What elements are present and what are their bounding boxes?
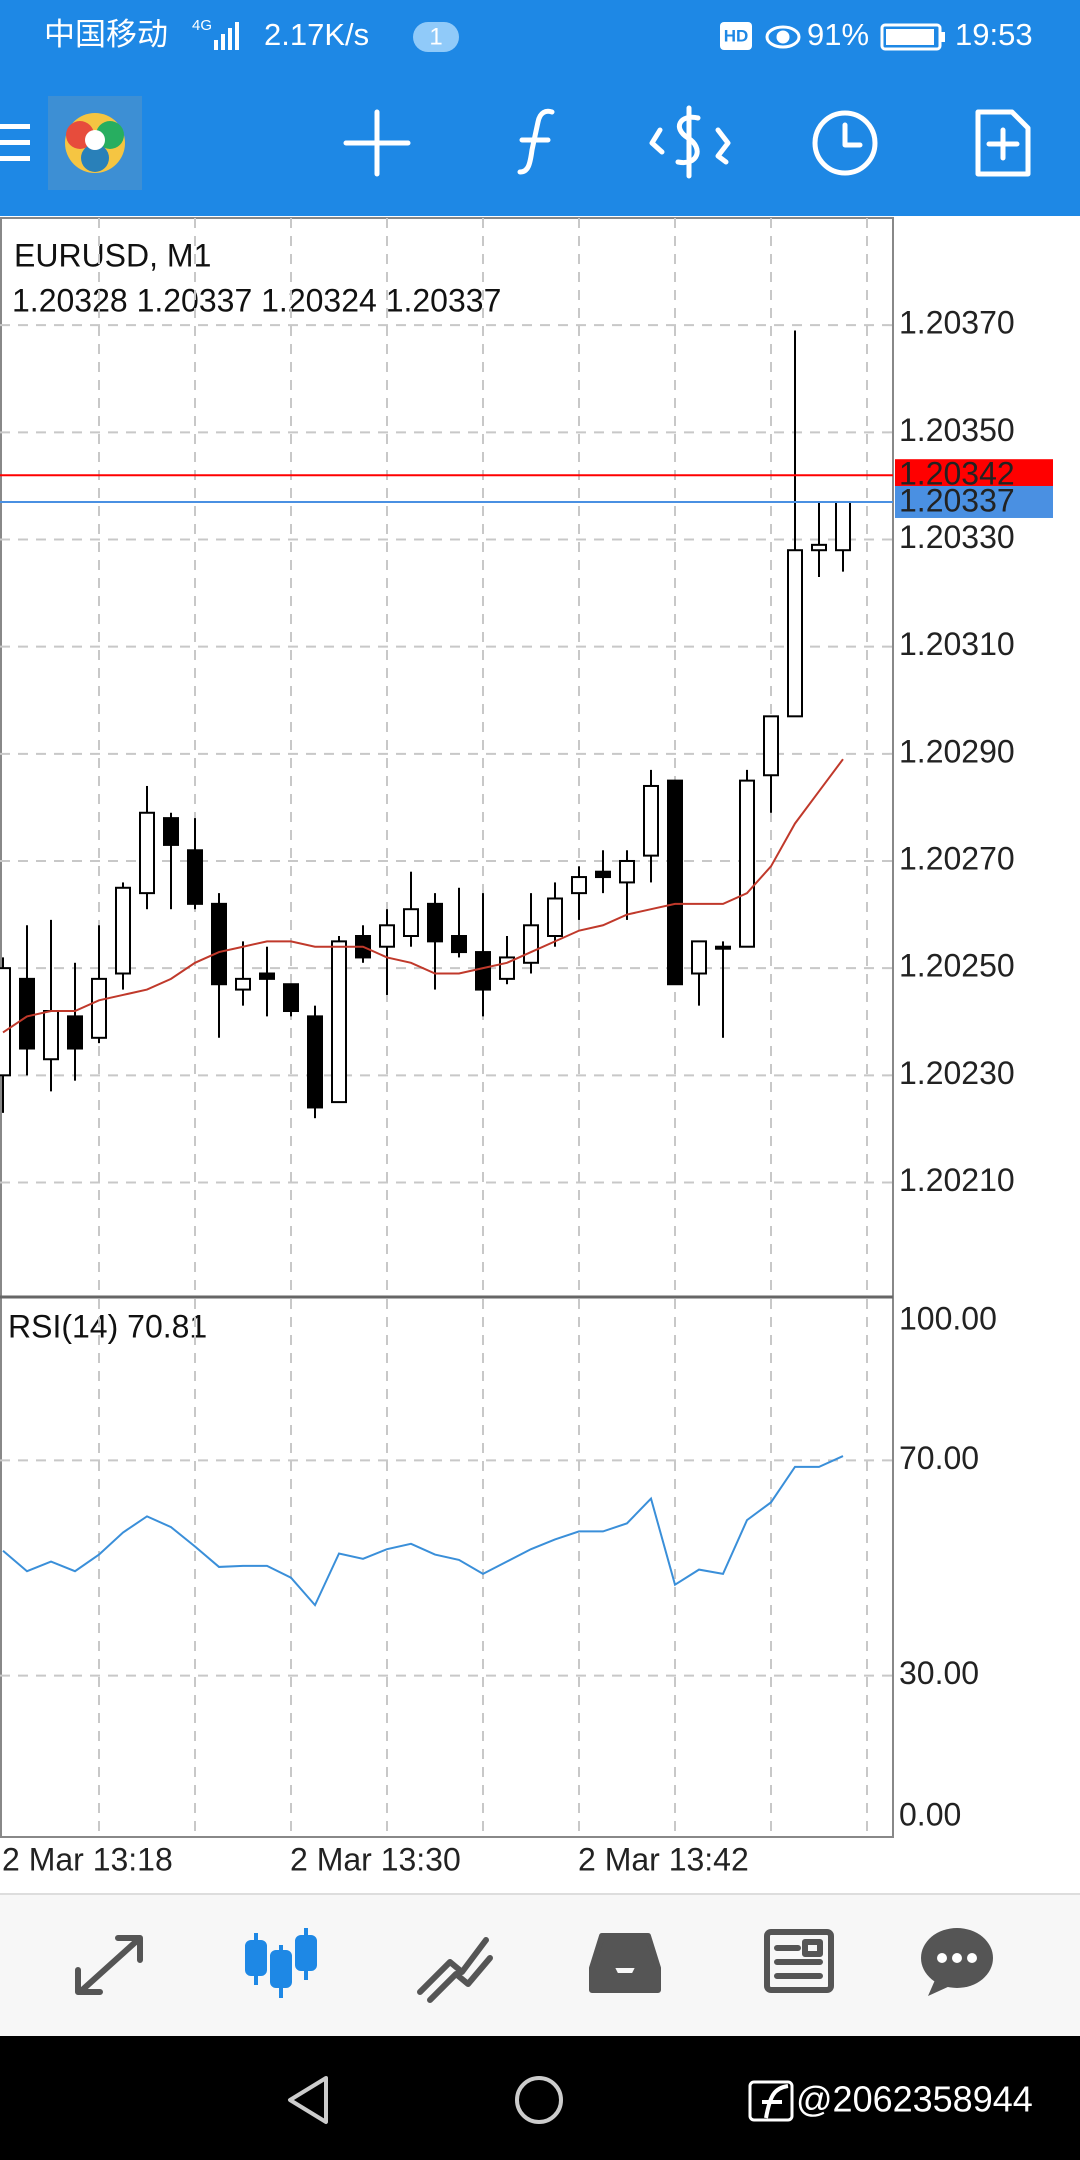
back-button[interactable] bbox=[288, 2076, 328, 2124]
y-tick-label: 1.20230 bbox=[899, 1055, 1015, 1091]
candle-body bbox=[283, 983, 299, 1013]
candle-body bbox=[547, 897, 563, 938]
x-tick-label: 2 Mar 13:18 bbox=[2, 1841, 173, 1877]
chart-frame bbox=[0, 217, 894, 1838]
ohlc-readout: 1.20328 1.20337 1.20324 1.20337 bbox=[12, 282, 501, 318]
candle-body bbox=[619, 859, 635, 884]
candle-body bbox=[715, 945, 731, 950]
candle-body bbox=[19, 977, 35, 1050]
bottom-nav bbox=[0, 1894, 1080, 2036]
candle-body bbox=[739, 779, 755, 948]
candle-body bbox=[667, 779, 683, 986]
notification-pill bbox=[413, 22, 459, 52]
candle-body bbox=[211, 902, 227, 986]
candle-body bbox=[595, 870, 611, 879]
candle-body bbox=[523, 924, 539, 964]
candle-body bbox=[0, 967, 11, 1077]
hd-label: HD bbox=[724, 26, 749, 45]
crosshair-button[interactable] bbox=[343, 109, 411, 177]
price-tag bbox=[895, 459, 1053, 492]
candle-body bbox=[835, 500, 851, 552]
indicators-button[interactable] bbox=[517, 108, 555, 175]
watermark-icon bbox=[748, 2080, 794, 2122]
candle-body bbox=[163, 817, 179, 846]
clock: 19:53 bbox=[955, 17, 1033, 52]
history-tab[interactable] bbox=[589, 1933, 661, 1993]
hd-badge bbox=[720, 22, 752, 50]
price-tag-label: 1.20337 bbox=[899, 482, 1015, 518]
candle-body bbox=[67, 1015, 83, 1050]
chat-tab[interactable] bbox=[921, 1928, 993, 1996]
y-tick-label: 1.20210 bbox=[899, 1162, 1015, 1198]
candle-body bbox=[43, 1010, 59, 1061]
candle-body bbox=[307, 1015, 323, 1109]
notification-count: 1 bbox=[429, 23, 442, 50]
signal-icon bbox=[214, 22, 239, 50]
rsi-line bbox=[2, 1455, 844, 1607]
battery-icon bbox=[880, 23, 945, 51]
watermark: @2062358944 bbox=[796, 2079, 1033, 2120]
y-tick-label: 1.20270 bbox=[899, 840, 1015, 876]
y-tick-label: 1.20290 bbox=[899, 733, 1015, 769]
candle-body bbox=[427, 902, 443, 943]
eye-icon bbox=[765, 25, 801, 49]
home-button[interactable] bbox=[515, 2076, 563, 2124]
price-tag bbox=[895, 485, 1053, 518]
net-speed: 2.17K/s bbox=[264, 17, 369, 52]
period-button[interactable] bbox=[812, 110, 878, 176]
candle-body bbox=[571, 876, 587, 895]
candle-body bbox=[691, 940, 707, 975]
trade-tab[interactable] bbox=[417, 1937, 493, 2003]
y-tick-label: 70.00 bbox=[899, 1440, 979, 1476]
candle-body bbox=[379, 924, 395, 948]
rsi-title: RSI(14) 70.81 bbox=[8, 1308, 207, 1344]
quotes-tab[interactable] bbox=[75, 1935, 143, 1995]
y-tick-label: 1.20370 bbox=[899, 305, 1015, 341]
candle-body bbox=[763, 715, 779, 777]
candle-body bbox=[187, 849, 203, 905]
trade-button[interactable] bbox=[649, 105, 731, 179]
x-tick-label: 2 Mar 13:30 bbox=[290, 1841, 461, 1877]
menu-button[interactable] bbox=[0, 124, 30, 161]
y-tick-label: 0.00 bbox=[899, 1796, 961, 1832]
moving-average bbox=[2, 758, 844, 1034]
news-tab[interactable] bbox=[764, 1929, 834, 1993]
y-tick-label: 30.00 bbox=[899, 1655, 979, 1691]
battery-percent: 91% bbox=[807, 17, 869, 52]
candle-body bbox=[811, 543, 827, 552]
x-tick-label: 2 Mar 13:42 bbox=[578, 1841, 749, 1877]
candle-body bbox=[475, 951, 491, 991]
candle-body bbox=[331, 940, 347, 1104]
candle-body bbox=[403, 908, 419, 938]
candle-body bbox=[115, 886, 131, 975]
carrier: 中国移动 bbox=[44, 17, 168, 52]
y-tick-label: 100.00 bbox=[899, 1300, 997, 1336]
candle-body bbox=[787, 549, 803, 718]
candle-body bbox=[139, 811, 155, 895]
system-nav bbox=[0, 2036, 1080, 2160]
y-tick-label: 1.20310 bbox=[899, 626, 1015, 662]
y-tick-label: 1.20350 bbox=[899, 412, 1015, 448]
candle-body bbox=[235, 977, 251, 991]
chart-tab[interactable] bbox=[245, 1928, 317, 1998]
y-tick-label: 1.20330 bbox=[899, 519, 1015, 555]
price-tag-label: 1.20342 bbox=[899, 456, 1015, 492]
candle-body bbox=[91, 977, 107, 1039]
candle-body bbox=[259, 972, 275, 980]
candle-body bbox=[451, 935, 467, 954]
symbol-title: EURUSD, M1 bbox=[14, 237, 211, 273]
app-logo[interactable] bbox=[48, 96, 142, 190]
y-tick-label: 1.20250 bbox=[899, 948, 1015, 984]
network-type: 4G bbox=[192, 17, 212, 34]
candle-body bbox=[643, 784, 659, 857]
new-order-button[interactable] bbox=[975, 109, 1031, 177]
